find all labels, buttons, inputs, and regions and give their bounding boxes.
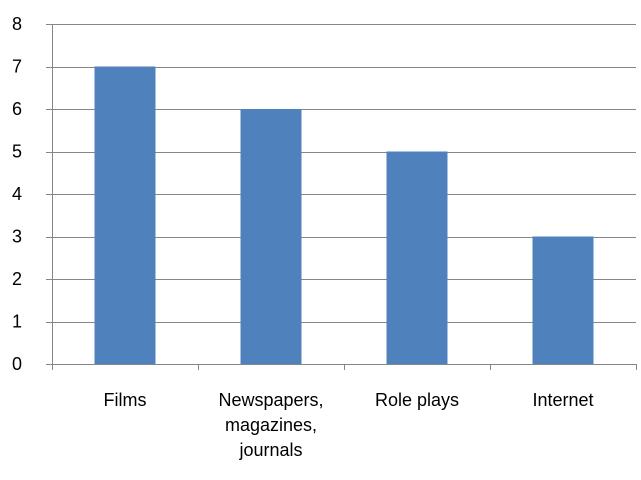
- axes: [46, 24, 637, 370]
- y-tick-label: 3: [12, 227, 22, 247]
- x-tick-label: Internet: [532, 390, 593, 410]
- y-tick-label: 8: [12, 14, 22, 34]
- x-tick-label-line: Films: [104, 390, 147, 410]
- x-tick-label-line: journals: [238, 440, 302, 460]
- x-tick-labels: Films Newspapers, magazines, journals Role p…: [104, 390, 594, 460]
- x-tick-label: Newspapers, magazines, journals: [218, 390, 323, 460]
- x-tick-label-line: Internet: [532, 390, 593, 410]
- y-tick-label: 7: [12, 57, 22, 77]
- bar-role-plays: [386, 151, 448, 364]
- bar-newspapers: [240, 109, 302, 364]
- y-tick-label: 5: [12, 142, 22, 162]
- y-tick-label: 6: [12, 99, 22, 119]
- x-tick-label: Films: [104, 390, 147, 410]
- x-tick-label: Role plays: [375, 390, 459, 410]
- y-tick-label: 1: [12, 312, 22, 332]
- y-tick-labels: 0 1 2 3 4 5 6 7 8: [12, 14, 22, 374]
- x-tick-label-line: magazines,: [225, 415, 317, 435]
- y-tick-label: 0: [12, 354, 22, 374]
- bar-internet: [532, 236, 594, 364]
- y-tick-label: 2: [12, 269, 22, 289]
- x-tick-label-line: Role plays: [375, 390, 459, 410]
- bar-films: [94, 66, 156, 364]
- x-tick-label-line: Newspapers,: [218, 390, 323, 410]
- bars: [94, 66, 594, 364]
- y-tick-label: 4: [12, 184, 22, 204]
